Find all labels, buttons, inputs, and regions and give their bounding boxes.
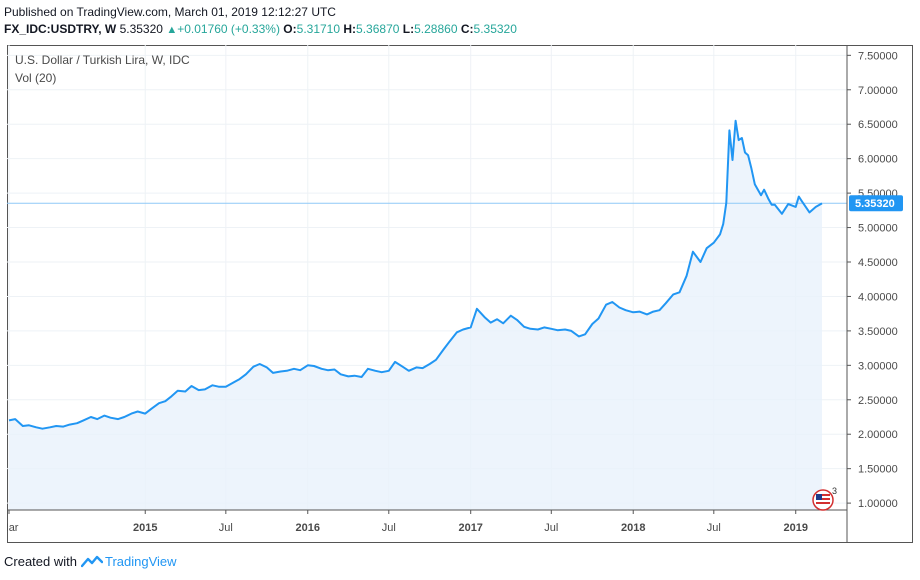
y-tick-label: 4.50000 bbox=[858, 257, 898, 269]
price-area bbox=[9, 120, 822, 511]
y-tick-label: 3.50000 bbox=[858, 326, 898, 338]
y-tick-label: 2.00000 bbox=[858, 429, 898, 441]
close-label: C: bbox=[460, 22, 474, 36]
tradingview-logo[interactable]: TradingView bbox=[80, 554, 177, 569]
footer: Created with TradingView bbox=[4, 554, 177, 569]
y-tick-label: 7.50000 bbox=[858, 50, 898, 62]
price-change: +0.01760 (+0.33%) bbox=[177, 22, 280, 36]
y-tick-label: 1.50000 bbox=[858, 464, 898, 476]
quote-line: FX_IDC:USDTRY, W 5.35320 ▲+0.01760 (+0.3… bbox=[4, 22, 517, 37]
flag-icon[interactable]: 3 bbox=[812, 486, 837, 511]
open-value: 5.31710 bbox=[296, 22, 341, 36]
x-tick-label: Jul bbox=[544, 522, 558, 534]
x-tick-label: Jul bbox=[707, 522, 721, 534]
created-with-label: Created with bbox=[4, 554, 77, 569]
volume-indicator-label[interactable]: Vol (20) bbox=[15, 71, 56, 85]
chart-panel[interactable]: 1.00000 1.50000 2.00000 2.50000 3.00000 3.500… bbox=[0, 45, 913, 543]
high-value: 5.36870 bbox=[356, 22, 400, 36]
x-tick-label: 2019 bbox=[783, 522, 807, 534]
x-tick-label: 2017 bbox=[458, 522, 482, 534]
tradingview-icon bbox=[80, 555, 103, 567]
price-chart[interactable]: 1.00000 1.50000 2.00000 2.50000 3.00000 3.500… bbox=[0, 45, 913, 543]
x-tick-label: Mar bbox=[7, 522, 19, 534]
low-label: L: bbox=[402, 22, 415, 36]
tradingview-brand-label: TradingView bbox=[104, 554, 177, 569]
chart-title: U.S. Dollar / Turkish Lira, W, IDC bbox=[15, 53, 190, 67]
svg-text:3: 3 bbox=[832, 486, 837, 496]
x-tick-label: 2015 bbox=[133, 522, 157, 534]
y-tick-label: 6.00000 bbox=[858, 154, 898, 166]
y-tick-label: 1.00000 bbox=[858, 498, 898, 510]
high-label: H: bbox=[343, 22, 357, 36]
published-info: Published on TradingView.com, March 01, … bbox=[4, 5, 336, 19]
last-price: 5.35320 bbox=[119, 22, 163, 36]
y-tick-label: 5.00000 bbox=[858, 223, 898, 235]
x-tick-label: Jul bbox=[382, 522, 396, 534]
low-value: 5.28860 bbox=[414, 22, 458, 36]
last-price-tag: 5.35320 bbox=[849, 195, 903, 212]
price-line bbox=[8, 119, 823, 430]
y-tick-label: 3.00000 bbox=[858, 360, 898, 372]
x-tick-label: 2016 bbox=[296, 522, 320, 534]
y-axis[interactable]: 1.00000 1.50000 2.00000 2.50000 3.00000 3.500… bbox=[847, 50, 898, 510]
open-label: O: bbox=[283, 22, 297, 36]
x-tick-label: Jul bbox=[219, 522, 233, 534]
y-tick-label: 6.50000 bbox=[858, 119, 898, 131]
up-arrow-icon: ▲ bbox=[166, 24, 178, 36]
x-tick-label: 2018 bbox=[621, 522, 645, 534]
last-price-tag-label: 5.35320 bbox=[855, 198, 895, 210]
y-tick-label: 4.00000 bbox=[858, 291, 898, 303]
y-tick-label: 2.50000 bbox=[858, 395, 898, 407]
close-value: 5.35320 bbox=[473, 22, 517, 36]
y-tick-label: 7.00000 bbox=[858, 85, 898, 97]
symbol-label: FX_IDC:USDTRY, W bbox=[4, 22, 117, 36]
